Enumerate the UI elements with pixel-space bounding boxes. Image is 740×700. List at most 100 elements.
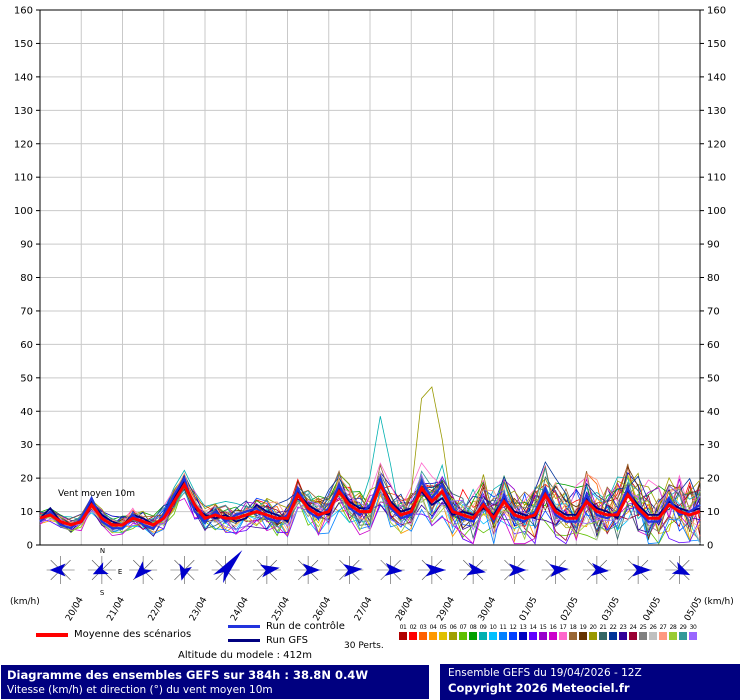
pert-swatch: 16 (548, 624, 558, 640)
svg-text:60: 60 (707, 340, 720, 351)
footer-right-panel: Ensemble GEFS du 19/04/2026 - 12Z Copyri… (440, 664, 740, 700)
svg-text:140: 140 (707, 72, 726, 83)
svg-text:26/04: 26/04 (312, 595, 334, 623)
footer-bar: Diagramme des ensembles GEFS sur 384h : … (0, 664, 740, 700)
svg-text:50: 50 (20, 373, 33, 384)
svg-text:110: 110 (14, 173, 33, 184)
pert-swatch: 22 (608, 624, 618, 640)
pert-swatch: 05 (438, 624, 448, 640)
mean-line-swatch (36, 632, 68, 637)
svg-text:23/04: 23/04 (188, 595, 210, 623)
svg-text:150: 150 (707, 39, 726, 50)
pert-swatch: 01 (398, 624, 408, 640)
svg-text:0: 0 (27, 541, 33, 552)
diagram-subtitle: Vitesse (km/h) et direction (°) du vent … (7, 684, 273, 696)
svg-text:25/04: 25/04 (270, 595, 292, 623)
perts-color-strip: 01 02 03 04 05 06 07 08 09 10 11 12 13 14 15 16 17 18 19 20… (398, 624, 698, 640)
pert-swatch: 10 (488, 624, 498, 640)
control-line-swatch (228, 625, 260, 628)
pert-swatch: 13 (518, 624, 528, 640)
svg-text:40: 40 (707, 407, 720, 418)
pert-swatch: 18 (568, 624, 578, 640)
svg-text:30: 30 (707, 440, 720, 451)
svg-text:S: S (100, 589, 105, 597)
svg-text:28/04: 28/04 (394, 595, 416, 623)
legend-mean: Moyenne des scénarios (36, 629, 191, 640)
run-info: Ensemble GEFS du 19/04/2026 - 12Z (448, 667, 642, 679)
svg-text:60: 60 (20, 340, 33, 351)
pert-swatch: 15 (538, 624, 548, 640)
pert-swatch: 12 (508, 624, 518, 640)
svg-text:E: E (118, 568, 122, 576)
svg-text:80: 80 (20, 273, 33, 284)
footer-left-panel: Diagramme des ensembles GEFS sur 384h : … (0, 664, 430, 700)
pert-swatch: 14 (528, 624, 538, 640)
gfs-line-swatch (228, 639, 260, 642)
svg-text:03/05: 03/05 (600, 596, 622, 623)
pert-swatch: 11 (498, 624, 508, 640)
svg-text:130: 130 (14, 106, 33, 117)
svg-text:10: 10 (707, 507, 720, 518)
pert-swatch: 25 (638, 624, 648, 640)
pert-swatch: 20 (588, 624, 598, 640)
svg-text:22/04: 22/04 (147, 595, 169, 623)
svg-text:140: 140 (14, 72, 33, 83)
pert-swatch: 02 (408, 624, 418, 640)
svg-text:(km/h): (km/h) (10, 597, 40, 607)
legend-mean-label: Moyenne des scénarios (74, 629, 192, 640)
svg-text:50: 50 (707, 373, 720, 384)
footer-divider (430, 664, 440, 700)
svg-text:01/05: 01/05 (518, 596, 540, 623)
pert-swatch: 08 (468, 624, 478, 640)
svg-text:20: 20 (20, 474, 33, 485)
svg-text:(km/h): (km/h) (704, 597, 734, 607)
pert-swatch: 29 (678, 624, 688, 640)
svg-text:150: 150 (14, 39, 33, 50)
legend-control-label: Run de contrôle (266, 621, 345, 632)
ensemble-wind-chart: 0 0 10 10 20 20 30 30 40 40 50 50 60 60 70 70 80 80 90 90 10… (10, 6, 734, 623)
svg-text:90: 90 (20, 240, 33, 251)
pert-swatch: 21 (598, 624, 608, 640)
svg-text:100: 100 (14, 206, 33, 217)
svg-text:130: 130 (707, 106, 726, 117)
svg-text:30/04: 30/04 (477, 595, 499, 623)
svg-text:20: 20 (707, 474, 720, 485)
pert-swatch: 23 (618, 624, 628, 640)
svg-text:120: 120 (14, 139, 33, 150)
svg-text:120: 120 (707, 139, 726, 150)
svg-text:70: 70 (20, 306, 33, 317)
svg-text:Vent moyen 10m: Vent moyen 10m (58, 489, 135, 499)
perts-count-label: 30 Perts. (344, 641, 384, 651)
svg-text:80: 80 (707, 273, 720, 284)
svg-text:05/05: 05/05 (683, 596, 705, 623)
model-altitude-label: Altitude du modele : 412m (178, 650, 312, 661)
svg-text:100: 100 (707, 206, 726, 217)
svg-text:10: 10 (20, 507, 33, 518)
svg-text:21/04: 21/04 (105, 595, 127, 623)
pert-swatch: 24 (628, 624, 638, 640)
pert-swatch: 27 (658, 624, 668, 640)
svg-text:90: 90 (707, 240, 720, 251)
pert-swatch: 17 (558, 624, 568, 640)
svg-text:160: 160 (707, 6, 726, 17)
pert-swatch: 19 (578, 624, 588, 640)
legend-gfs-label: Run GFS (266, 635, 309, 646)
svg-text:N: N (100, 547, 105, 555)
svg-text:27/04: 27/04 (353, 595, 375, 623)
svg-text:70: 70 (707, 306, 720, 317)
svg-text:02/05: 02/05 (559, 596, 581, 623)
svg-text:160: 160 (14, 6, 33, 17)
svg-text:0: 0 (707, 541, 713, 552)
svg-text:40: 40 (20, 407, 33, 418)
svg-text:04/05: 04/05 (642, 596, 664, 623)
pert-swatch: 06 (448, 624, 458, 640)
pert-swatch: 09 (478, 624, 488, 640)
svg-text:110: 110 (707, 173, 726, 184)
pert-swatch: 26 (648, 624, 658, 640)
svg-text:20/04: 20/04 (64, 595, 86, 623)
svg-text:30: 30 (20, 440, 33, 451)
legend-control: Run de contrôle (228, 621, 345, 632)
diagram-title: Diagramme des ensembles GEFS sur 384h : … (7, 668, 368, 682)
pert-swatch: 28 (668, 624, 678, 640)
